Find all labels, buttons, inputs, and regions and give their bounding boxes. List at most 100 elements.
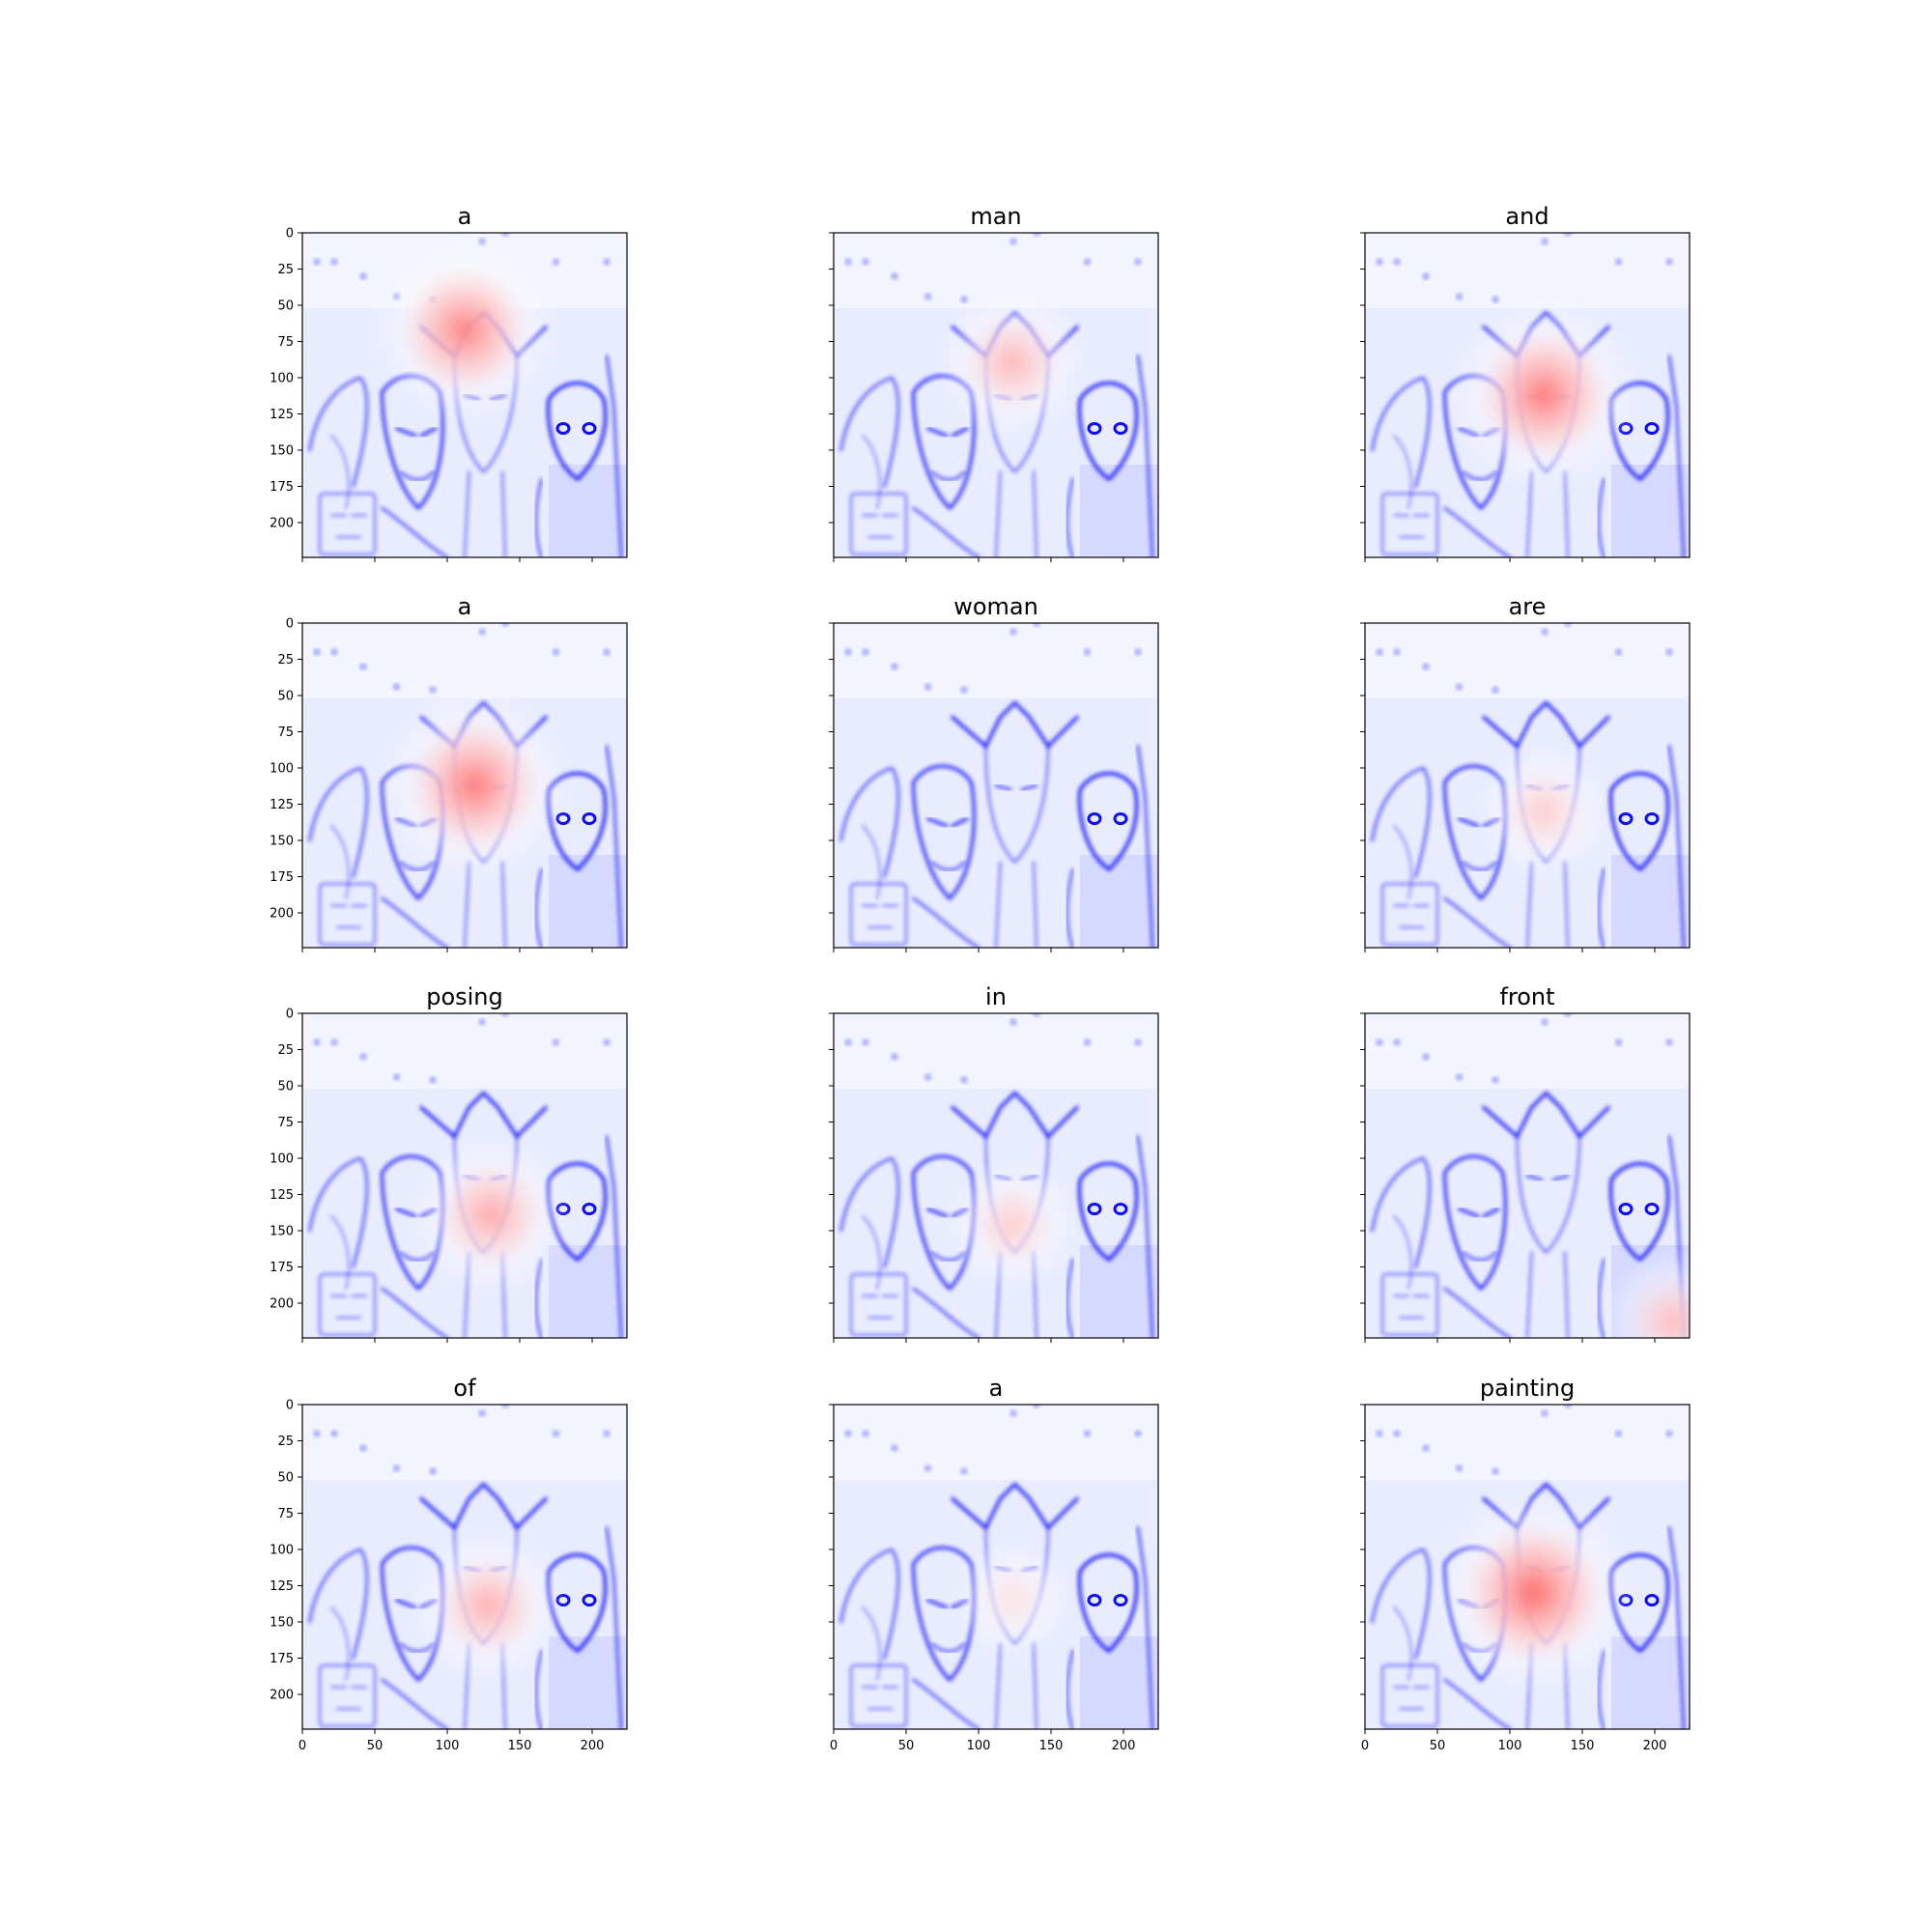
y-tick-label: 125: [270, 798, 294, 812]
y-tick-label: 75: [277, 335, 294, 350]
attention-panel: a 0 25 50 75 100 125 150 175 200: [270, 593, 628, 952]
y-tick-label: 25: [277, 653, 294, 668]
y-tick-label: 50: [277, 1471, 294, 1486]
x-tick-label: 150: [1571, 1739, 1595, 1753]
attention-heatmap: [834, 233, 1158, 557]
y-tick-label: 200: [270, 517, 294, 531]
attention-heatmap: [302, 1405, 627, 1729]
axes-frame: [833, 232, 1159, 558]
x-tick-label: 100: [1498, 1739, 1522, 1753]
x-tick-label: 100: [436, 1739, 460, 1753]
y-tick-label: 200: [270, 907, 294, 922]
axes-frame: [1364, 1012, 1690, 1339]
panel-title: posing: [426, 983, 503, 1010]
panel-title: a: [989, 1375, 1004, 1402]
x-tick-label: 100: [967, 1739, 991, 1753]
y-tick-label: 100: [270, 1544, 294, 1558]
attention-heatmap: [1365, 233, 1690, 557]
axes-frame: [833, 1404, 1159, 1730]
y-tick-label: 25: [277, 1043, 294, 1058]
y-tick-label: 200: [270, 1689, 294, 1703]
axes-frame: [1364, 622, 1690, 949]
attention-panel: woman: [829, 593, 1159, 952]
attention-panel: of 0 25 50 75 100 125 150 175 200 0 50 100 150 200: [270, 1375, 628, 1753]
attention-heatmap: [1365, 1013, 1690, 1338]
axes-frame: [1364, 1404, 1690, 1730]
x-tick-label: 50: [1430, 1739, 1446, 1753]
x-tick-label: 150: [1039, 1739, 1064, 1753]
y-tick-label: 200: [270, 1297, 294, 1312]
axes-frame: [301, 622, 628, 949]
y-tick-label: 75: [277, 1507, 294, 1521]
y-tick-label: 50: [277, 299, 294, 314]
panel-title: of: [453, 1375, 476, 1402]
attention-heatmap: [834, 623, 1158, 948]
y-tick-label: 100: [270, 1152, 294, 1167]
x-tick-label: 150: [508, 1739, 532, 1753]
attention-panel: man: [829, 203, 1159, 562]
y-tick-label: 150: [270, 1616, 294, 1631]
attention-heatmap: [302, 233, 627, 557]
attention-panel: painting 0 50 100 150 200: [1360, 1375, 1690, 1753]
axes-frame: [301, 1404, 628, 1730]
attention-panel: are: [1360, 593, 1690, 952]
attention-panel: and: [1360, 203, 1690, 562]
panel-title: a: [458, 593, 472, 620]
attention-heatmap: [1365, 623, 1690, 948]
x-tick-label: 0: [1361, 1739, 1369, 1753]
attention-heatmap: [834, 1405, 1158, 1729]
y-tick-label: 0: [286, 1399, 294, 1413]
y-tick-label: 100: [270, 762, 294, 777]
attention-panel: a 0 50 100 150 200: [829, 1375, 1159, 1753]
panel-title: man: [970, 203, 1021, 230]
y-tick-label: 0: [286, 617, 294, 632]
attention-heatmap: [1365, 1405, 1690, 1729]
panel-title: front: [1499, 983, 1554, 1010]
x-tick-label: 200: [581, 1739, 605, 1753]
y-tick-label: 50: [277, 1080, 294, 1094]
y-tick-label: 0: [286, 227, 294, 242]
y-tick-label: 125: [270, 408, 294, 422]
y-tick-label: 150: [270, 1225, 294, 1239]
x-tick-label: 200: [1112, 1739, 1136, 1753]
y-tick-label: 175: [270, 1261, 294, 1275]
x-tick-label: 50: [367, 1739, 384, 1753]
panel-title: woman: [953, 593, 1038, 620]
panel-title: and: [1505, 203, 1548, 230]
y-tick-label: 175: [270, 480, 294, 495]
attention-heatmap: [302, 1013, 627, 1338]
attention-panel: front: [1360, 983, 1690, 1343]
y-tick-label: 175: [270, 1652, 294, 1666]
y-tick-label: 25: [277, 1435, 294, 1449]
y-tick-label: 100: [270, 372, 294, 386]
attention-panel: in: [829, 983, 1159, 1343]
y-tick-label: 50: [277, 690, 294, 704]
attention-heatmap: [302, 623, 627, 948]
y-tick-label: 125: [270, 1188, 294, 1203]
attention-panel: a 0 25 50 75 100 125 150 175 200: [270, 203, 628, 562]
axes-frame: [1364, 232, 1690, 558]
x-tick-label: 0: [298, 1739, 306, 1753]
panel-title: painting: [1480, 1375, 1575, 1402]
axes-frame: [301, 232, 628, 558]
y-tick-label: 25: [277, 263, 294, 277]
axes-frame: [833, 622, 1159, 949]
y-tick-label: 150: [270, 444, 294, 459]
x-tick-label: 50: [898, 1739, 915, 1753]
attention-panel: posing 0 25 50 75 100 125 150 175 200: [270, 983, 628, 1343]
x-tick-label: 0: [830, 1739, 838, 1753]
y-tick-label: 150: [270, 835, 294, 849]
panel-title: in: [985, 983, 1007, 1010]
panel-title: are: [1509, 593, 1547, 620]
y-tick-label: 75: [277, 725, 294, 740]
attention-heatmap: [834, 1013, 1158, 1338]
x-tick-label: 200: [1643, 1739, 1667, 1753]
axes-frame: [301, 1012, 628, 1339]
axes-frame: [833, 1012, 1159, 1339]
y-tick-label: 75: [277, 1116, 294, 1130]
panel-title: a: [458, 203, 472, 230]
y-tick-label: 175: [270, 870, 294, 885]
y-tick-label: 0: [286, 1008, 294, 1022]
y-tick-label: 125: [270, 1579, 294, 1594]
